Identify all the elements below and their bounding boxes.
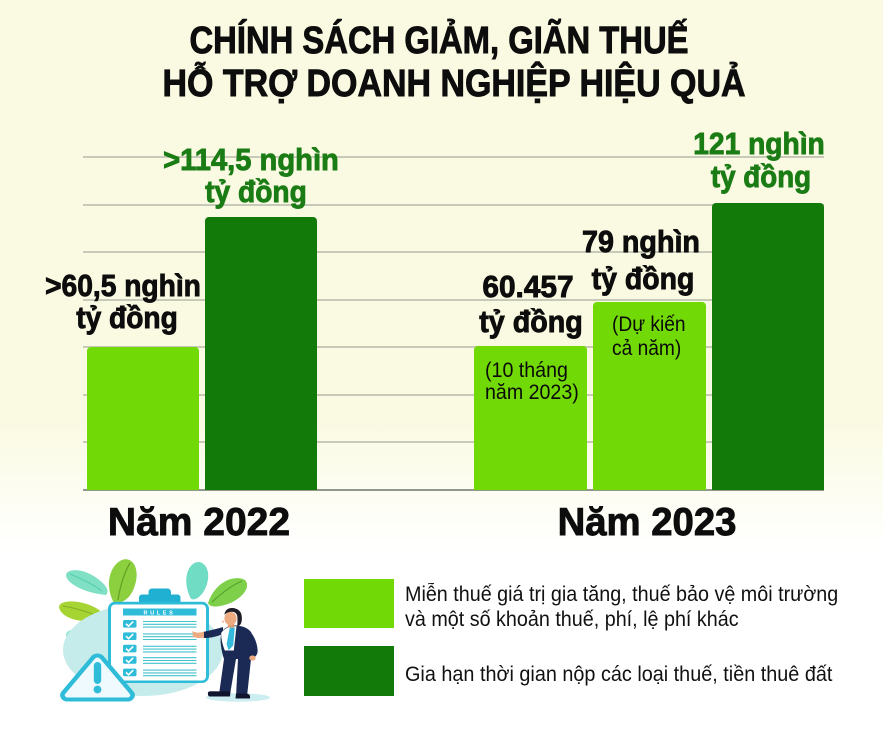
svg-text:RULES: RULES bbox=[144, 611, 176, 617]
